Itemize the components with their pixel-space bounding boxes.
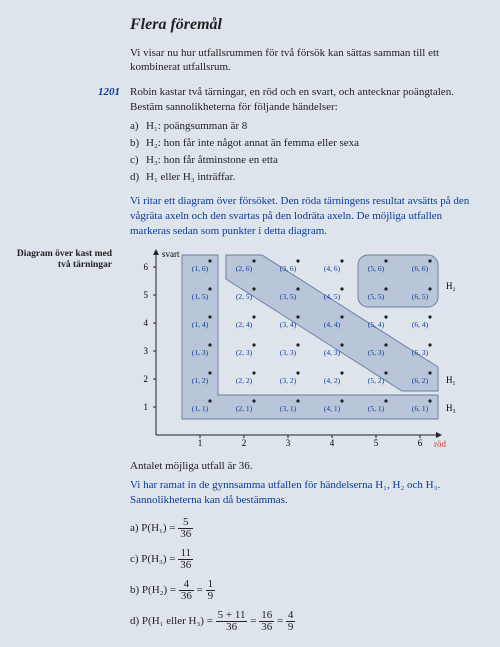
svg-text:(3, 6): (3, 6) [280, 264, 297, 273]
frac-num: 4 [179, 579, 194, 591]
svg-text:(5, 1): (5, 1) [368, 404, 385, 413]
svg-text:6: 6 [418, 438, 423, 448]
eq: = [277, 615, 283, 627]
item-label: a) [130, 119, 146, 134]
svg-text:(5, 6): (5, 6) [368, 264, 385, 273]
svg-text:(6, 5): (6, 5) [412, 292, 429, 301]
svg-text:(4, 6): (4, 6) [324, 264, 341, 273]
svg-text:(6, 4): (6, 4) [412, 320, 429, 329]
svg-text:(5, 2): (5, 2) [368, 376, 385, 385]
svg-text:(2, 5): (2, 5) [236, 292, 253, 301]
frac-den: 36 [259, 622, 274, 633]
svg-text:(1, 1): (1, 1) [192, 404, 209, 413]
svg-text:2: 2 [242, 438, 247, 448]
after-text-2: Vi har ramat in de gynnsamma utfallen fö… [130, 478, 480, 508]
svg-text:(6, 3): (6, 3) [412, 348, 429, 357]
item-text: H₃: hon får åtminstone en etta [146, 154, 278, 166]
frac-den: 36 [178, 560, 193, 571]
svg-text:(4, 5): (4, 5) [324, 292, 341, 301]
answer-b-label: b) P(H₂) = [130, 584, 176, 596]
frac-den: 36 [179, 591, 194, 602]
eq: = [250, 615, 256, 627]
svg-text:H₂: H₂ [446, 281, 456, 291]
svg-text:H₃: H₃ [446, 403, 456, 413]
answers: a) P(H₁) = 536 c) P(H₃) = 1136 b) P(H₂) … [130, 517, 480, 633]
frac-den: 9 [286, 622, 296, 633]
item-label: b) [130, 136, 146, 151]
svg-text:(6, 2): (6, 2) [412, 376, 429, 385]
svg-text:(3, 5): (3, 5) [280, 292, 297, 301]
svg-text:3: 3 [144, 346, 149, 356]
svg-text:röd: röd [434, 439, 446, 449]
frac-num: 1 [206, 579, 216, 591]
svg-text:(1, 2): (1, 2) [192, 376, 209, 385]
svg-text:(1, 6): (1, 6) [192, 264, 209, 273]
dice-diagram: röd svart 1 1 2 2 3 3 4 4 5 5 6 6 (1, 1) (2, 1) (3, 1) (4… [130, 249, 460, 449]
answer-d-label: d) P(H₁ eller H₃) = [130, 615, 213, 627]
svg-text:(4, 3): (4, 3) [324, 348, 341, 357]
svg-text:6: 6 [144, 262, 149, 272]
exercise-items: a)H₁: poängsumman är 8 b)H₂: hon får int… [130, 119, 480, 184]
svg-text:(1, 3): (1, 3) [192, 348, 209, 357]
svg-text:(2, 1): (2, 1) [236, 404, 253, 413]
svg-text:(4, 4): (4, 4) [324, 320, 341, 329]
svg-text:(3, 4): (3, 4) [280, 320, 297, 329]
svg-text:2: 2 [144, 374, 149, 384]
svg-text:(3, 3): (3, 3) [280, 348, 297, 357]
frac-num: 16 [259, 610, 274, 622]
answer-c-label: c) P(H₃) = [130, 553, 175, 565]
exercise-stem-b: Bestäm sannolikheterna för följande händ… [130, 101, 338, 113]
item-label: d) [130, 170, 146, 185]
svg-text:(4, 2): (4, 2) [324, 376, 341, 385]
svg-text:svart: svart [162, 249, 180, 259]
svg-text:(5, 5): (5, 5) [368, 292, 385, 301]
frac-den: 36 [178, 529, 193, 540]
svg-text:3: 3 [286, 438, 291, 448]
svg-text:5: 5 [374, 438, 379, 448]
svg-text:(2, 6): (2, 6) [236, 264, 253, 273]
exercise-explain: Vi ritar ett diagram över försöket. Den … [130, 194, 480, 239]
side-caption-2: två tärningar [58, 260, 112, 270]
item-text: H₁: poängsumman är 8 [146, 120, 247, 132]
svg-text:(5, 4): (5, 4) [368, 320, 385, 329]
svg-text:4: 4 [330, 438, 335, 448]
svg-text:(3, 2): (3, 2) [280, 376, 297, 385]
svg-text:(2, 3): (2, 3) [236, 348, 253, 357]
svg-text:(6, 1): (6, 1) [412, 404, 429, 413]
side-caption-1: Diagram över kast med [17, 249, 112, 259]
svg-text:(1, 5): (1, 5) [192, 292, 209, 301]
svg-text:(4, 1): (4, 1) [324, 404, 341, 413]
exercise-stem-a: Robin kastar två tärningar, en röd och e… [130, 86, 454, 98]
frac-num: 5 + 11 [216, 610, 248, 622]
svg-text:1: 1 [144, 402, 149, 412]
after-text-1: Antalet möjliga utfall är 36. [130, 459, 480, 474]
intro-text: Vi visar nu hur utfallsrummen för två fö… [130, 46, 480, 76]
svg-text:4: 4 [144, 318, 149, 328]
svg-text:(1, 4): (1, 4) [192, 320, 209, 329]
item-text: H₁ eller H₃ inträffar. [146, 171, 235, 183]
item-text: H₂: hon får inte något annat än femma el… [146, 137, 359, 149]
svg-text:5: 5 [144, 290, 149, 300]
frac-den: 36 [216, 622, 248, 633]
svg-text:(3, 1): (3, 1) [280, 404, 297, 413]
svg-text:H₁: H₁ [446, 375, 456, 385]
page-title: Flera föremål [130, 14, 480, 36]
svg-text:(6, 6): (6, 6) [412, 264, 429, 273]
answer-a-label: a) P(H₁) = [130, 522, 175, 534]
frac-den: 9 [206, 591, 216, 602]
svg-text:(5, 3): (5, 3) [368, 348, 385, 357]
frac-num: 4 [286, 610, 296, 622]
exercise-number: 1201 [20, 85, 130, 100]
svg-text:(2, 2): (2, 2) [236, 376, 253, 385]
svg-text:1: 1 [198, 438, 203, 448]
svg-text:(2, 4): (2, 4) [236, 320, 253, 329]
eq: = [197, 584, 203, 596]
item-label: c) [130, 153, 146, 168]
